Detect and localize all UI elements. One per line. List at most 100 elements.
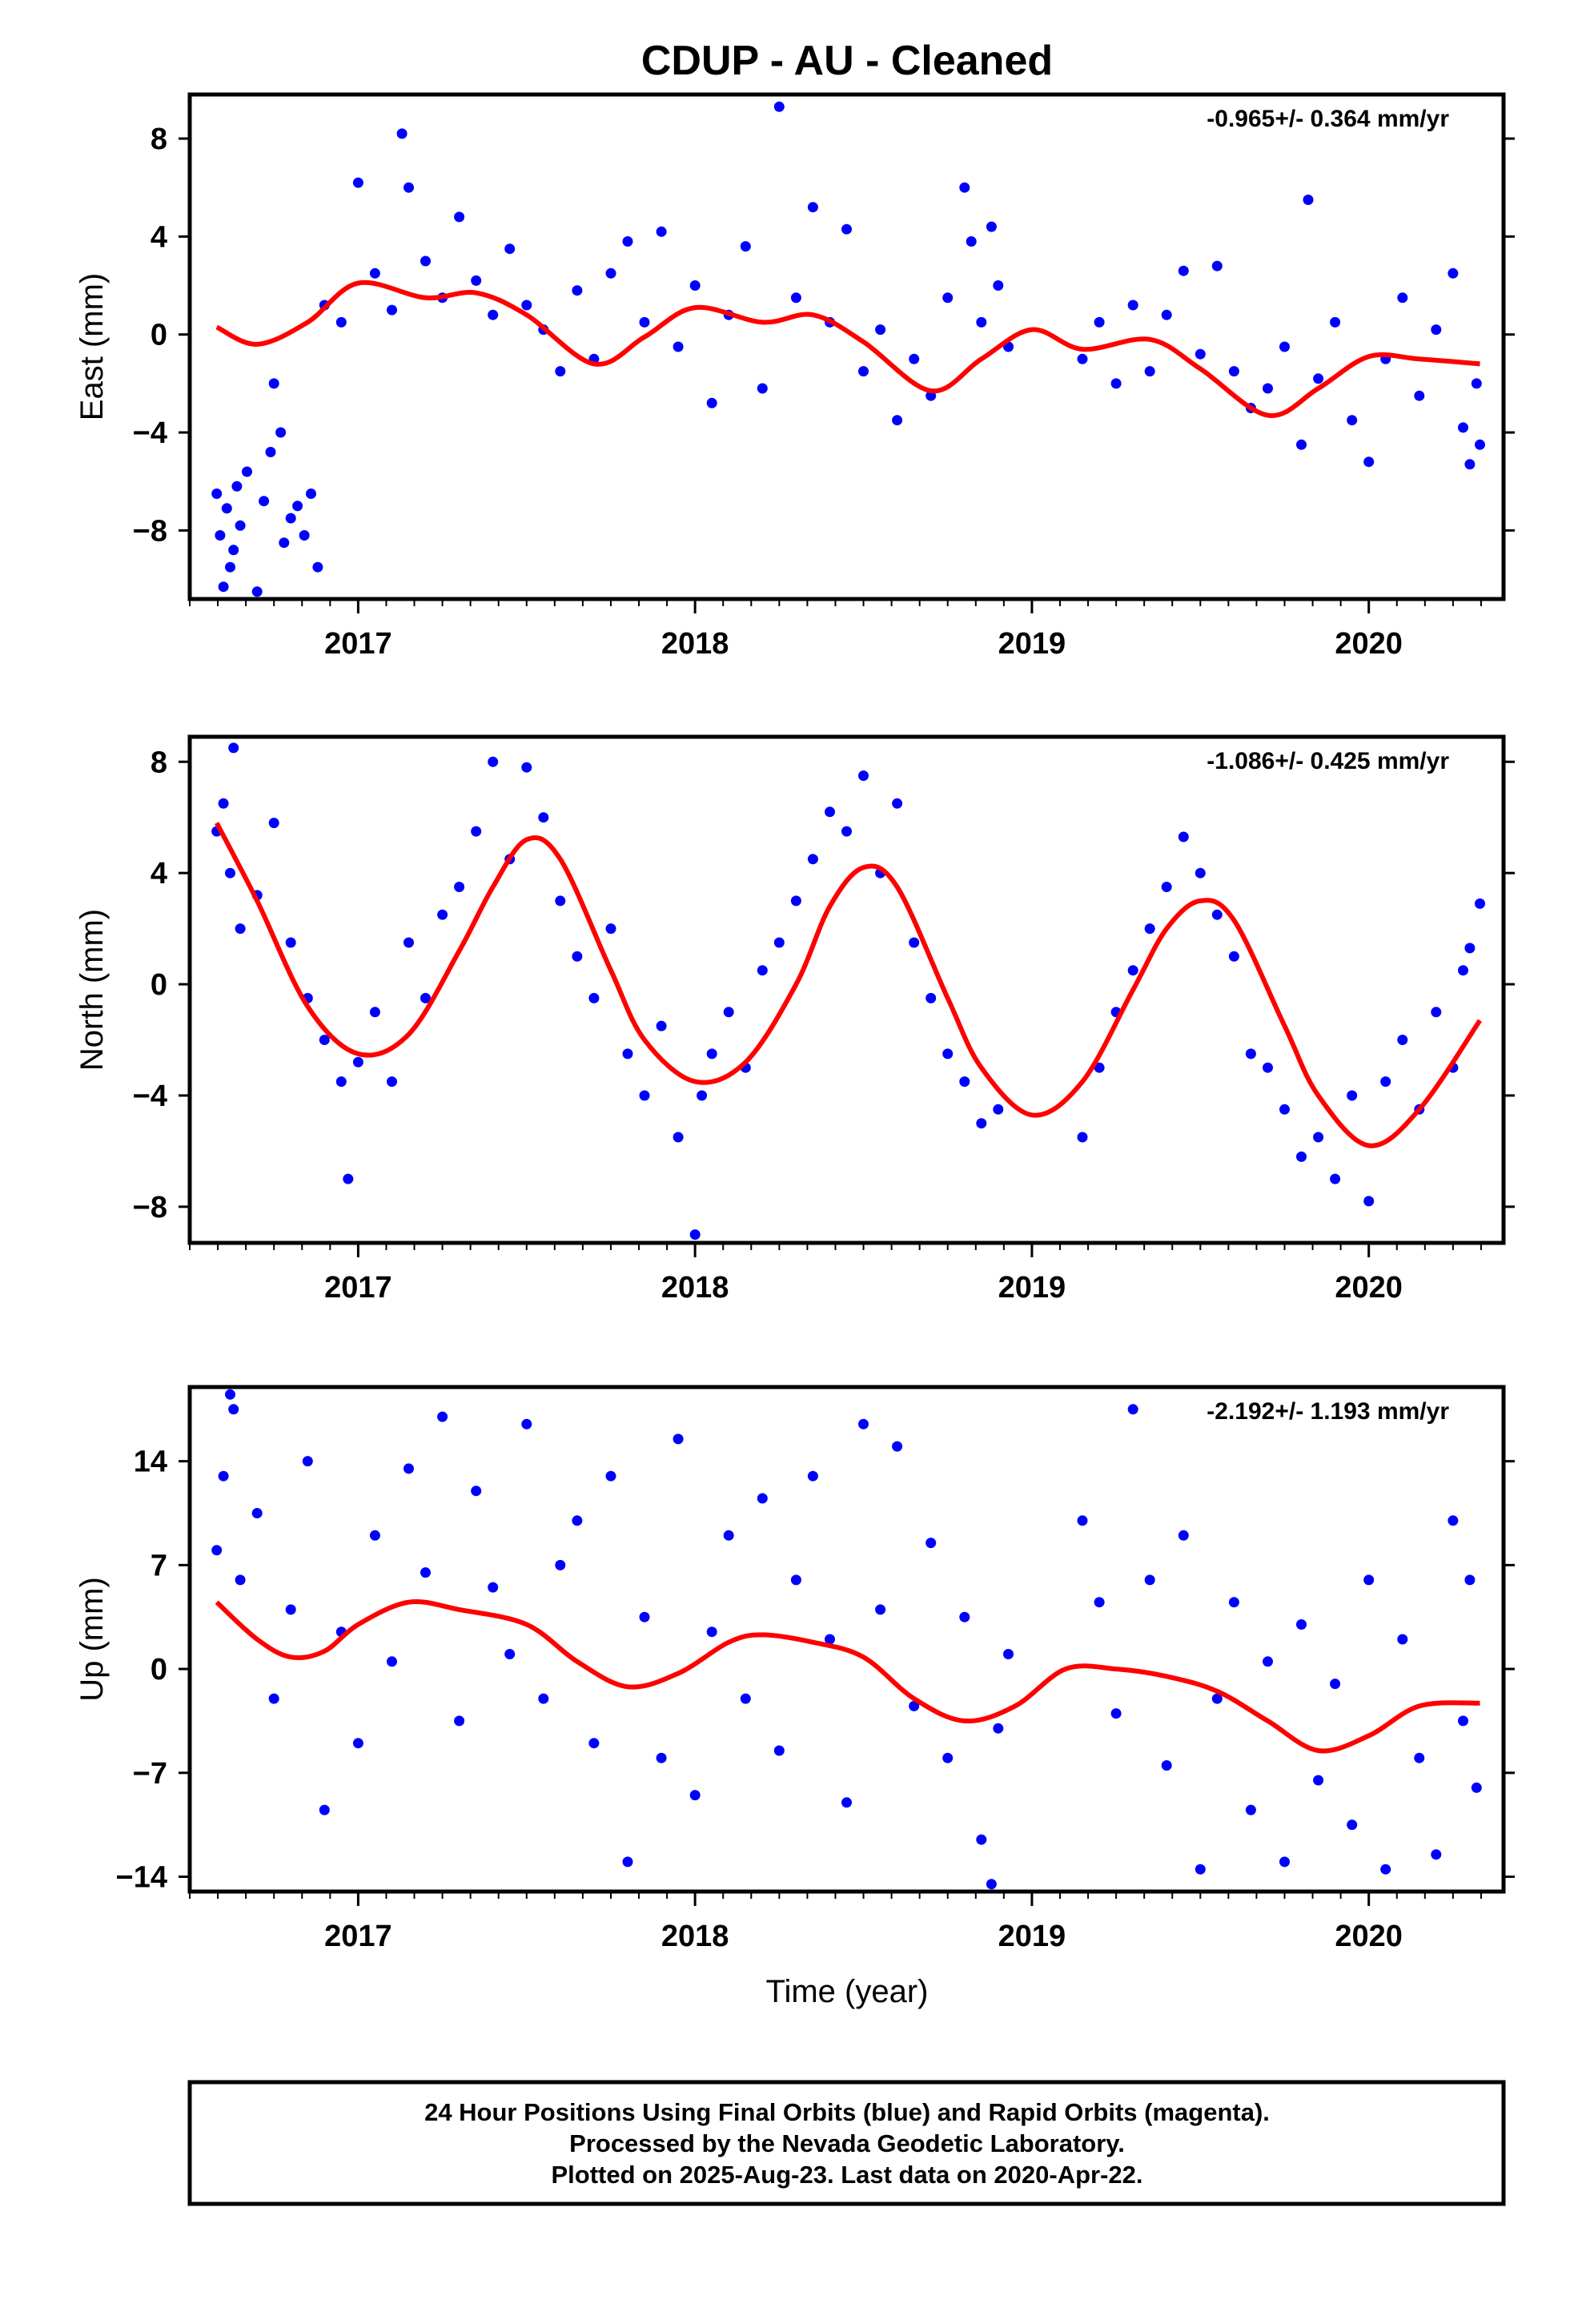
east-data-point xyxy=(504,243,516,255)
up-data-point xyxy=(251,1508,263,1518)
north-data-point xyxy=(1245,1048,1256,1059)
footer-box: 24 Hour Positions Using Final Orbits (bl… xyxy=(187,2080,1506,2206)
up-data-point xyxy=(875,1604,886,1615)
east-data-point xyxy=(218,581,229,593)
east-y-tick-label: 8 xyxy=(151,123,167,156)
up-data-point xyxy=(1144,1574,1155,1586)
north-plot-frame xyxy=(187,734,1506,1245)
up-data-point xyxy=(1161,1760,1172,1771)
east-data-point xyxy=(292,501,303,512)
east-data-point xyxy=(1110,378,1122,389)
up-data-point xyxy=(319,1804,330,1815)
up-data-point xyxy=(504,1649,516,1659)
up-data-point xyxy=(437,1411,448,1422)
up-y-tick-label: 7 xyxy=(151,1549,167,1582)
north-y-axis-label: North (mm) xyxy=(74,909,110,1071)
east-rate-label: -0.965+/- 0.364 mm/yr xyxy=(1207,106,1449,132)
up-data-point xyxy=(1431,1849,1442,1860)
up-data-point xyxy=(1127,1404,1138,1415)
north-data-point xyxy=(1347,1090,1358,1101)
north-data-point xyxy=(1263,1062,1273,1073)
north-data-point xyxy=(454,882,465,892)
north-x-tick-label: 2019 xyxy=(998,1271,1066,1305)
up-data-point xyxy=(1003,1649,1014,1659)
east-data-point xyxy=(1397,292,1408,304)
north-panel: −8 −4 0 4 8 2017 2018 2019 2020 -1.086+/- 0.425 … xyxy=(74,734,1515,1305)
up-x-tick-label: 2020 xyxy=(1335,1920,1403,1953)
up-data-point xyxy=(387,1656,397,1667)
up-data-point xyxy=(757,1493,768,1504)
east-data-point xyxy=(555,366,566,377)
east-data-point xyxy=(1228,366,1239,377)
north-data-point xyxy=(572,951,583,962)
east-data-point xyxy=(251,586,263,597)
up-data-point xyxy=(993,1723,1004,1734)
up-data-point xyxy=(807,1470,818,1482)
up-data-point xyxy=(1471,1782,1482,1793)
north-data-point xyxy=(656,1020,667,1031)
up-data-point xyxy=(521,1418,532,1429)
up-data-point xyxy=(302,1456,313,1467)
up-data-point xyxy=(420,1567,431,1578)
east-data-point xyxy=(790,292,801,304)
east-data-point xyxy=(259,496,270,507)
up-data-point xyxy=(1245,1804,1256,1815)
east-data-point xyxy=(1431,324,1442,336)
north-data-point xyxy=(1363,1196,1375,1207)
east-data-point xyxy=(807,202,818,213)
north-data-point xyxy=(892,798,903,809)
north-data-point xyxy=(352,1056,363,1068)
east-data-point xyxy=(306,489,316,499)
up-data-point xyxy=(555,1559,566,1570)
east-data-point xyxy=(228,545,239,556)
up-data-point xyxy=(218,1470,229,1482)
up-data-point xyxy=(404,1463,414,1474)
up-data-point xyxy=(942,1752,954,1763)
up-data-point xyxy=(605,1470,616,1482)
up-data-point xyxy=(1330,1679,1341,1690)
north-data-point xyxy=(1279,1104,1290,1115)
up-data-point xyxy=(1279,1856,1290,1868)
up-data-point xyxy=(790,1574,801,1586)
up-data-point xyxy=(1447,1515,1459,1526)
east-data-point xyxy=(892,415,903,426)
east-data-point xyxy=(622,236,633,247)
up-data-point xyxy=(1414,1752,1425,1763)
east-model-curve xyxy=(215,279,1480,418)
north-data-point xyxy=(343,1173,354,1184)
north-data-point xyxy=(471,826,482,837)
north-data-point xyxy=(622,1048,633,1059)
east-data-point xyxy=(275,427,287,438)
east-data-point xyxy=(673,341,684,352)
up-data-point xyxy=(1347,1819,1358,1831)
up-axes: −14 −7 0 7 14 2017 2018 2019 2020 xyxy=(116,1445,1515,1953)
east-data-point xyxy=(404,182,414,193)
east-data-point xyxy=(706,397,717,408)
east-data-point xyxy=(369,267,380,279)
north-y-tick-label: 8 xyxy=(151,746,167,779)
north-data-point xyxy=(790,895,801,907)
up-panel: −14 −7 0 7 14 2017 2018 2019 2020 -2.192+/- 1.19… xyxy=(74,1385,1515,1953)
north-data-point xyxy=(1431,1007,1442,1018)
up-data-point xyxy=(1195,1864,1206,1875)
east-data-point xyxy=(1363,456,1375,468)
east-y-tick-label: −8 xyxy=(133,514,167,548)
east-data-point xyxy=(740,241,751,252)
east-data-point xyxy=(225,561,235,573)
north-data-point xyxy=(841,826,852,837)
north-data-point xyxy=(959,1076,970,1088)
up-data-point xyxy=(976,1834,987,1845)
east-data-point xyxy=(1296,439,1307,450)
east-data-point xyxy=(1447,267,1459,279)
north-data-point xyxy=(420,992,431,1003)
up-y-tick-label: −14 xyxy=(116,1860,167,1894)
north-data-point xyxy=(404,937,414,948)
east-data-point xyxy=(1458,422,1468,433)
east-data-point xyxy=(299,530,310,541)
north-data-point xyxy=(1313,1132,1324,1143)
north-data-point xyxy=(976,1118,987,1129)
east-plot-frame xyxy=(187,92,1506,601)
east-data-point xyxy=(942,292,954,304)
east-data-point xyxy=(231,480,243,492)
